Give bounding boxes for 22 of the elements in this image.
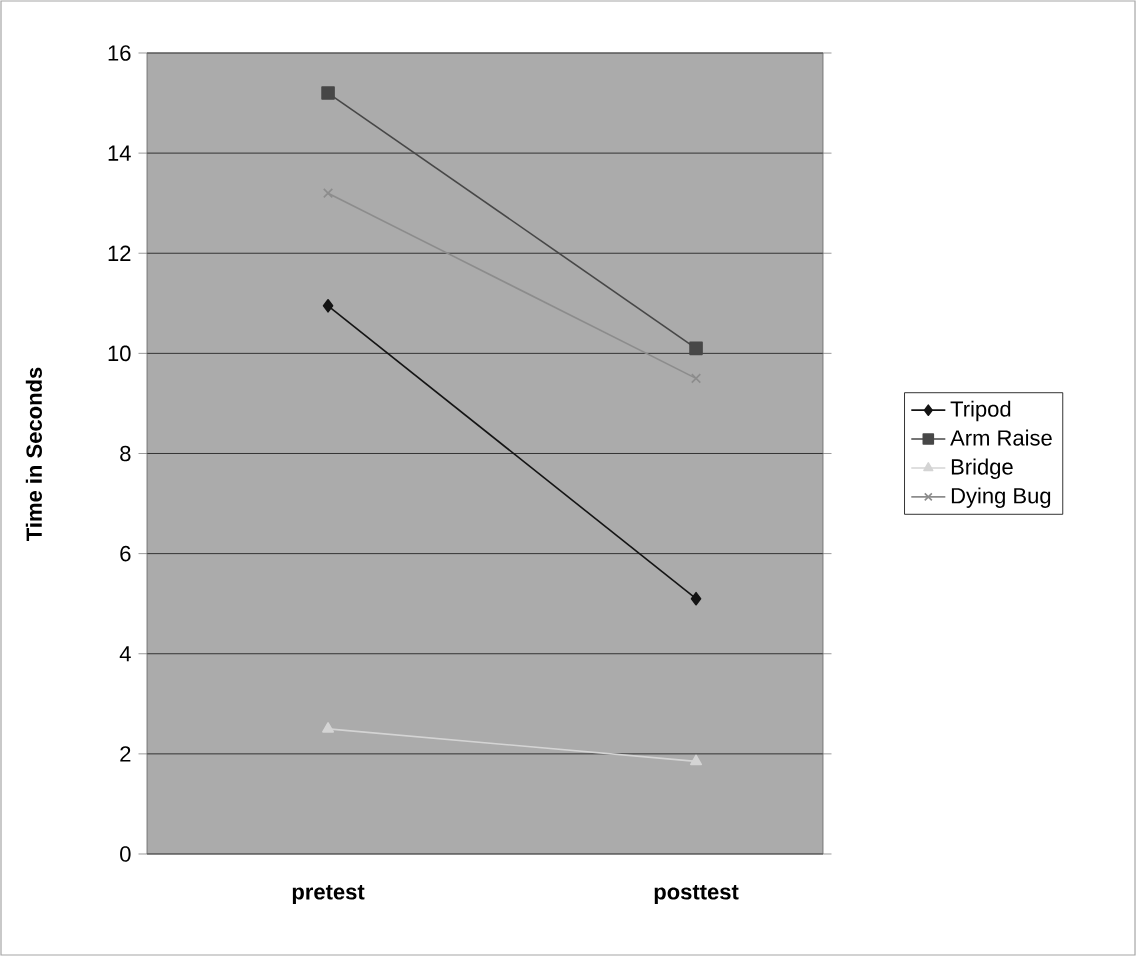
y-tick-label: 4 [119, 646, 131, 662]
y-tick-label: 6 [120, 545, 131, 562]
legend-label: Tripod [950, 400, 1011, 422]
legend-label: Bridge [951, 458, 1013, 479]
x-tick-label: pretest [292, 885, 365, 904]
point [323, 188, 334, 199]
legend-label: Dying Bug [951, 487, 1051, 508]
legend-label: Arm Raise [950, 429, 1052, 446]
y-axis-title: Time in Seconds [25, 367, 42, 541]
point [321, 86, 335, 100]
point [689, 341, 703, 356]
y-tick-label: 16 [108, 45, 131, 61]
point [322, 299, 334, 313]
point [691, 373, 702, 384]
x-tick-label: posttest [654, 885, 739, 904]
y-tick-label: 14 [108, 145, 131, 161]
y-tick-label: 10 [108, 345, 131, 362]
y-tick-label: 12 [108, 245, 131, 261]
point [690, 591, 702, 606]
y-tick-label: 0 [120, 846, 131, 862]
y-tick-label: 2 [120, 746, 131, 762]
y-tick-label: 8 [120, 445, 131, 462]
